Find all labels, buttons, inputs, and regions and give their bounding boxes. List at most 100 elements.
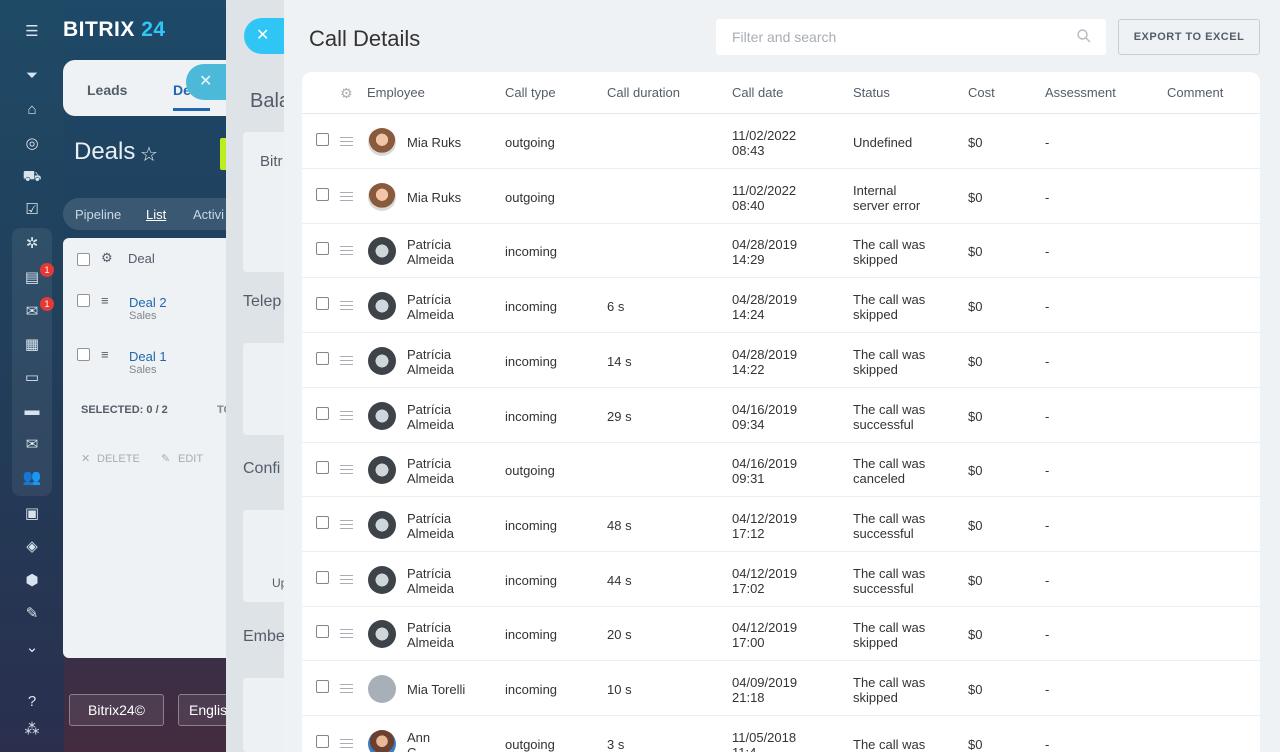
row-checkbox[interactable] bbox=[316, 515, 329, 529]
gear-icon[interactable]: ⚙ bbox=[340, 85, 353, 101]
row-checkbox[interactable] bbox=[316, 680, 329, 693]
robot-icon[interactable]: ◈ bbox=[26, 538, 38, 555]
row-checkbox[interactable] bbox=[316, 461, 329, 475]
table-row[interactable]: Patrícia Almeida incoming 14 s 04/28/2019 14:… bbox=[302, 333, 1260, 388]
column-header-status[interactable]: Status bbox=[853, 85, 890, 100]
employee-name[interactable]: Patrícia Almeida bbox=[407, 456, 454, 486]
row-checkbox[interactable] bbox=[316, 187, 329, 201]
add-button-edge[interactable] bbox=[220, 138, 228, 170]
cart-icon[interactable]: ⛟ bbox=[22, 168, 42, 185]
tab-leads[interactable]: Leads bbox=[87, 82, 128, 98]
target-icon[interactable]: ◎ bbox=[25, 135, 39, 152]
drag-handle-icon[interactable] bbox=[340, 738, 353, 748]
avatar[interactable] bbox=[368, 182, 396, 211]
drag-handle-icon[interactable] bbox=[340, 410, 353, 420]
menu-icon[interactable]: ☰ bbox=[25, 23, 39, 40]
table-row[interactable]: Patrícia Almeida incoming 6 s 04/28/2019 14:2… bbox=[302, 278, 1260, 334]
column-header-call-date[interactable]: Call date bbox=[732, 85, 784, 100]
drag-handle-icon[interactable] bbox=[340, 301, 353, 311]
employee-name[interactable]: Patrícia Almeida bbox=[407, 347, 454, 377]
avatar[interactable] bbox=[368, 456, 396, 485]
avatar[interactable] bbox=[368, 401, 396, 430]
row-checkbox[interactable] bbox=[316, 734, 329, 748]
help-icon[interactable]: ? bbox=[27, 693, 37, 710]
bitrix24-button[interactable]: Bitrix24© bbox=[69, 694, 164, 726]
group-icon[interactable]: 👥 bbox=[22, 469, 42, 486]
drag-icon[interactable]: ≡ bbox=[101, 293, 109, 308]
avatar[interactable] bbox=[368, 128, 396, 156]
subtab-pipeline[interactable]: Pipeline bbox=[75, 207, 122, 222]
deal-link[interactable]: Deal 1 bbox=[129, 349, 167, 364]
avatar[interactable] bbox=[368, 729, 396, 752]
avatar[interactable] bbox=[368, 510, 396, 539]
column-header-call-type[interactable]: Call type bbox=[505, 85, 556, 100]
employee-name[interactable]: Mia Ruks bbox=[407, 190, 461, 205]
subtab-list[interactable]: List bbox=[146, 207, 167, 222]
table-row[interactable]: Patrícia Almeida incoming 04/28/2019 14:29 Th… bbox=[302, 223, 1260, 279]
drag-handle-icon[interactable] bbox=[340, 519, 353, 529]
drag-handle-icon[interactable] bbox=[340, 629, 353, 639]
feed-icon[interactable]: ▤ bbox=[24, 269, 40, 286]
avatar[interactable] bbox=[368, 675, 396, 703]
employee-name[interactable]: Patrícia Almeida bbox=[407, 292, 454, 322]
drive-icon[interactable]: ▬ bbox=[24, 402, 40, 419]
filter-icon[interactable]: ⏷ bbox=[25, 67, 38, 84]
employee-name[interactable]: Patrícia Almeida bbox=[407, 511, 454, 541]
avatar[interactable] bbox=[368, 346, 396, 375]
export-excel-button[interactable]: EXPORT TO EXCEL bbox=[1118, 19, 1260, 55]
avatar[interactable] bbox=[368, 565, 396, 594]
row-checkbox[interactable] bbox=[316, 242, 329, 256]
table-row[interactable]: Patrícia Almeida incoming 44 s 04/12/2019 17:… bbox=[302, 552, 1260, 607]
column-header-assessment[interactable]: Assessment bbox=[1045, 85, 1116, 100]
subtab-activity[interactable]: Activi bbox=[193, 207, 225, 222]
employee-name[interactable]: AnnC bbox=[407, 730, 430, 752]
search-icon[interactable] bbox=[1076, 28, 1092, 44]
calendar-icon[interactable]: ▦ bbox=[24, 336, 40, 353]
employee-name[interactable]: Mia Torelli bbox=[407, 682, 465, 697]
drag-handle-icon[interactable] bbox=[340, 684, 353, 693]
avatar[interactable] bbox=[368, 620, 396, 649]
row-checkbox[interactable] bbox=[316, 625, 329, 639]
table-row[interactable]: Patrícia Almeida outgoing 04/16/2019 09:31 Th… bbox=[302, 442, 1260, 498]
row-checkbox[interactable] bbox=[316, 297, 329, 311]
column-header-comment[interactable]: Comment bbox=[1167, 85, 1224, 100]
table-row[interactable]: Patrícia Almeida incoming 29 s 04/16/2019 09:… bbox=[302, 388, 1260, 443]
drag-handle-icon[interactable] bbox=[340, 574, 353, 584]
deal-link[interactable]: Deal 2 bbox=[129, 295, 167, 310]
deal-checkbox[interactable] bbox=[77, 348, 90, 361]
drag-handle-icon[interactable] bbox=[340, 137, 353, 146]
document-icon[interactable]: ▭ bbox=[24, 369, 40, 386]
table-row[interactable]: Patrícia Almeida incoming 20 s 04/12/2019 17:… bbox=[302, 606, 1260, 662]
table-row[interactable]: Mia Ruks outgoing 11/02/2022 08:40 Internal s… bbox=[302, 169, 1260, 224]
employee-name[interactable]: Mia Ruks bbox=[407, 135, 461, 150]
column-header-call-duration[interactable]: Call duration bbox=[607, 85, 680, 100]
table-row[interactable]: Patrícia Almeida incoming 48 s 04/12/2019 17:… bbox=[302, 497, 1260, 552]
employee-name[interactable]: Patrícia Almeida bbox=[407, 620, 454, 650]
star-icon[interactable]: ☆ bbox=[140, 144, 158, 166]
building-icon[interactable]: ⌂ bbox=[27, 101, 37, 118]
close-icon[interactable]: ✕ bbox=[244, 18, 284, 54]
close-icon[interactable]: ✕ bbox=[186, 64, 226, 100]
sign-icon[interactable]: ✎ bbox=[25, 605, 39, 622]
crm-icon[interactable]: ✲ bbox=[25, 235, 39, 252]
sitemap-icon[interactable]: ⁂ bbox=[24, 721, 40, 738]
table-row[interactable]: Mia Ruks outgoing 11/02/2022 08:43 Undefined… bbox=[302, 114, 1260, 169]
select-all-checkbox[interactable] bbox=[77, 253, 90, 266]
avatar[interactable] bbox=[368, 237, 396, 266]
box-icon[interactable]: ⬢ bbox=[25, 572, 39, 589]
column-header-cost[interactable]: Cost bbox=[968, 85, 995, 100]
avatar[interactable] bbox=[368, 292, 396, 321]
delete-action[interactable]: DELETE bbox=[97, 453, 140, 465]
deal-checkbox[interactable] bbox=[77, 294, 90, 307]
row-checkbox[interactable] bbox=[316, 406, 329, 420]
drag-handle-icon[interactable] bbox=[340, 355, 353, 365]
contact-card-icon[interactable]: ▣ bbox=[24, 505, 40, 522]
drag-handle-icon[interactable] bbox=[340, 246, 353, 256]
employee-name[interactable]: Patrícia Almeida bbox=[407, 566, 454, 596]
brand-logo[interactable]: BITRIX 24 bbox=[63, 18, 166, 41]
drag-handle-icon[interactable] bbox=[340, 465, 353, 475]
row-checkbox[interactable] bbox=[316, 133, 329, 146]
pencil-icon[interactable]: ✎ bbox=[161, 453, 171, 465]
drag-icon[interactable]: ≡ bbox=[101, 347, 109, 362]
